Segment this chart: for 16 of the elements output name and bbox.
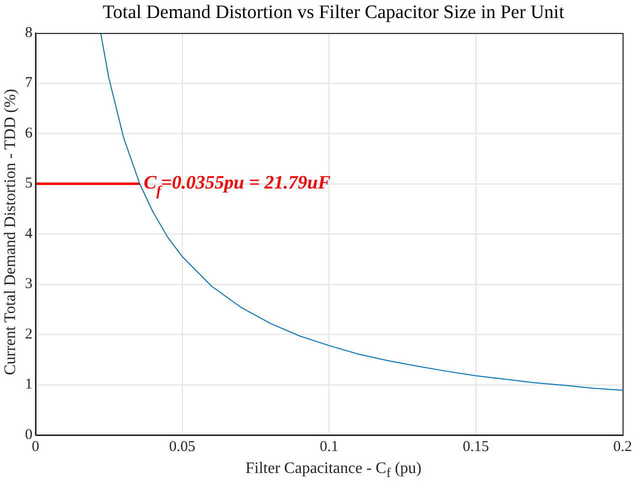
y-tick-label: 5	[25, 176, 32, 192]
chart-title: Total Demand Distortion vs Filter Capacitor Size in Per Unit	[102, 2, 566, 24]
y-tick-label: 0	[25, 426, 32, 443]
x-tick-label: 0.15	[462, 438, 489, 455]
y-tick-label: 7	[25, 75, 33, 92]
y-tick-label: 3	[25, 276, 32, 292]
y-tick-label: 8	[25, 24, 32, 41]
y-tick-label: 6	[25, 125, 33, 142]
x-tick-label: 0.05	[169, 438, 196, 455]
y-tick-label: 1	[25, 376, 32, 393]
y-tick-label: 4	[25, 226, 33, 242]
x-tick-label: 0.2	[613, 438, 632, 455]
y-axis-title: Current Total Demand Distortion - TDD (%)	[2, 88, 20, 378]
x-tick-label: 0.1	[320, 438, 338, 455]
x-axis-title: Filter Capacitance - C$_{f}$ (pu)	[244, 460, 422, 482]
y-tick-label: 2	[25, 326, 32, 342]
